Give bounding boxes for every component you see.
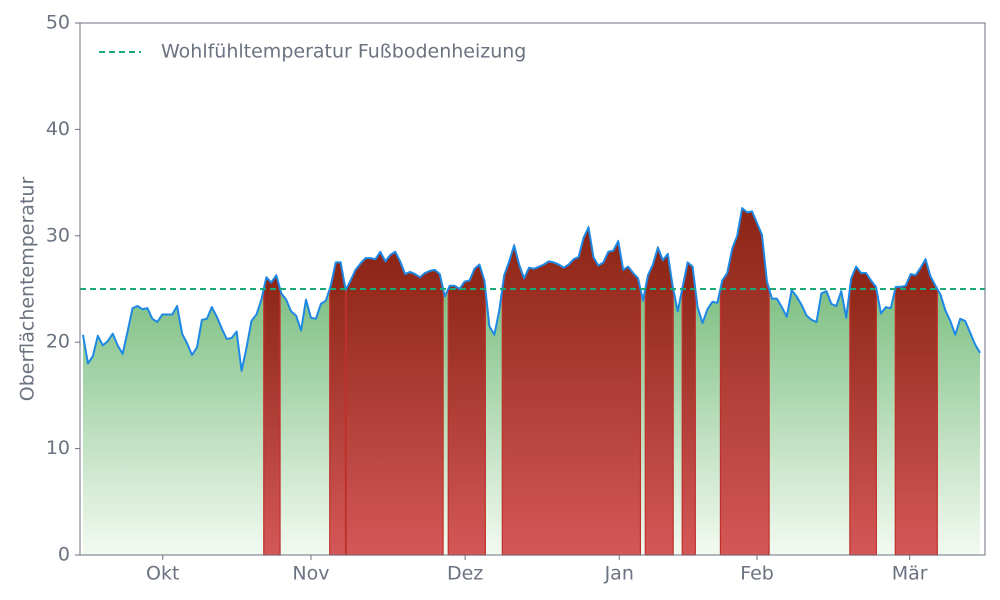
y-tick-label: 40 [46,118,70,140]
above-threshold-area [345,250,444,556]
x-tick-label: Nov [292,563,329,585]
y-tick-label: 0 [58,544,70,566]
above-threshold-area [644,245,674,556]
above-threshold-area [681,261,696,556]
temperature-line [81,207,981,372]
y-tick-label: 50 [46,12,70,34]
y-tick-label: 30 [46,224,70,246]
above-threshold-area [719,206,770,556]
x-tick-label: Jan [604,563,634,585]
x-tick-label: Feb [740,563,774,585]
above-threshold-area [329,261,347,556]
y-axis-label: Oberflächentemperatur [17,177,39,402]
y-tick-label: 20 [46,331,70,353]
x-tick-label: Dez [447,563,483,585]
legend-label: Wohlfühltemperatur Fußbodenheizung [161,41,526,63]
plot-frame [79,22,986,556]
above-threshold-area [894,257,938,556]
x-tick-label: Okt [146,563,179,585]
y-tick-label: 10 [46,437,70,459]
above-threshold-area [447,263,486,556]
above-threshold-area [849,265,877,556]
above-threshold-area [263,273,281,556]
x-tick-label: Mär [892,563,928,585]
